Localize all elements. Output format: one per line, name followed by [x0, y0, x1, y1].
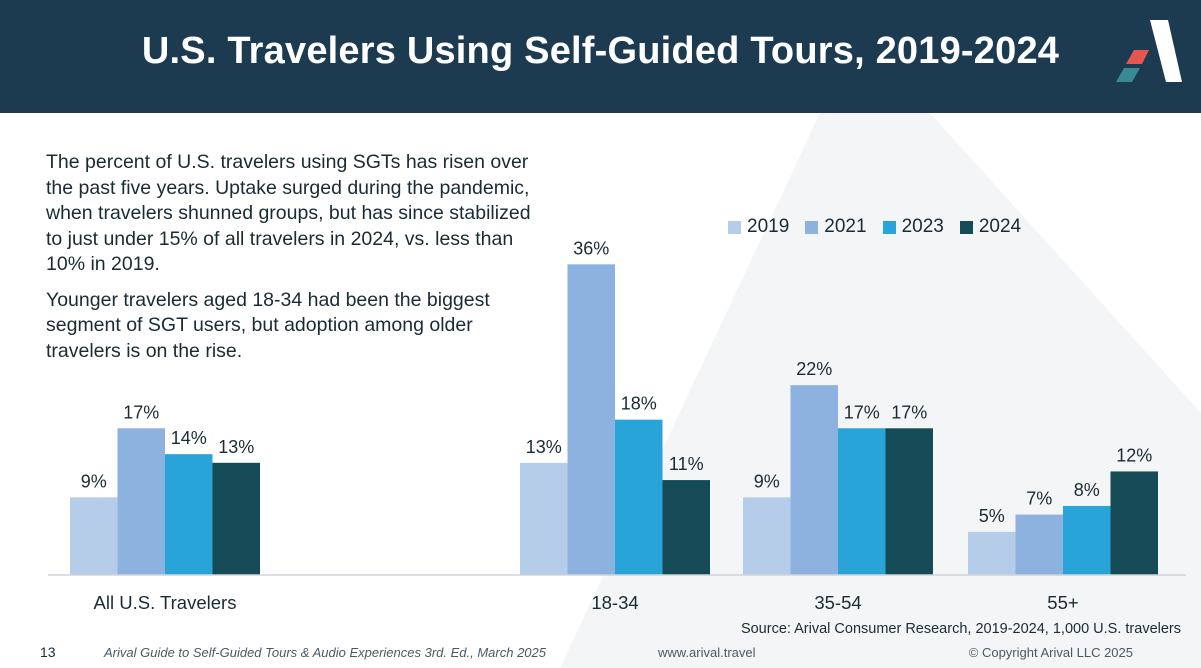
- data-label-35-54-2023: 17%: [844, 402, 880, 422]
- legend-item-2023: 2023: [882, 216, 944, 238]
- bar-18-34-2019: [520, 462, 568, 575]
- bar-55-2024: [1110, 471, 1158, 575]
- bar-55-2023: [1063, 505, 1111, 575]
- data-label-18-34-2019: 13%: [526, 437, 562, 457]
- page-title: U.S. Travelers Using Self-Guided Tours, …: [141, 30, 1060, 72]
- header-bar: U.S. Travelers Using Self-Guided Tours, …: [0, 0, 1201, 113]
- legend-label-2021: 2021: [824, 216, 867, 237]
- legend-swatch-2019: [728, 220, 741, 234]
- bar-all-u-s-travelers-2019: [70, 497, 118, 575]
- intro-text: The percent of U.S. travelers using SGTs…: [46, 150, 536, 374]
- category-label: 35-54: [814, 592, 861, 613]
- data-label-18-34-2023: 18%: [621, 394, 657, 414]
- chart-legend: 2019 2021 2023 2024: [728, 216, 1021, 238]
- legend-item-2021: 2021: [805, 216, 867, 238]
- intro-paragraph-2: Younger travelers aged 18-34 had been th…: [46, 288, 490, 362]
- data-label-all-u-s-travelers-2023: 14%: [171, 428, 207, 448]
- data-label-35-54-2021: 22%: [796, 359, 832, 379]
- bar-18-34-2024: [662, 480, 710, 575]
- data-label-55-2019: 5%: [979, 506, 1005, 526]
- legend-label-2023: 2023: [901, 216, 944, 237]
- category-label: All U.S. Travelers: [94, 592, 237, 613]
- legend-swatch-2024: [959, 220, 973, 234]
- data-label-35-54-2024: 17%: [891, 402, 927, 422]
- legend-label-2024: 2024: [978, 216, 1022, 237]
- bar-all-u-s-travelers-2021: [117, 428, 165, 575]
- page-number: 13: [40, 644, 56, 660]
- bar-all-u-s-travelers-2023: [165, 454, 213, 575]
- data-label-all-u-s-travelers-2024: 13%: [218, 437, 254, 457]
- data-label-18-34-2021: 36%: [573, 238, 609, 258]
- footer-url: www.arival.travel: [658, 645, 756, 660]
- data-label-35-54-2019: 9%: [754, 471, 780, 491]
- legend-swatch-2021: [805, 220, 819, 234]
- bar-all-u-s-travelers-2024: [212, 462, 260, 575]
- data-label-55-2023: 8%: [1074, 480, 1100, 500]
- category-label: 55+: [1047, 592, 1078, 613]
- legend-label-2019: 2019: [747, 216, 790, 237]
- bar-55-2021: [1015, 514, 1063, 575]
- category-label: 18-34: [591, 592, 638, 613]
- data-label-all-u-s-travelers-2021: 17%: [123, 402, 159, 422]
- bar-35-54-2024: [885, 428, 933, 575]
- footer: 13 Arival Guide to Self-Guided Tours & A…: [0, 644, 1201, 668]
- bar-35-54-2021: [790, 385, 838, 575]
- data-label-55-2024: 12%: [1116, 445, 1152, 465]
- arival-logo-icon: [1116, 20, 1182, 82]
- bar-55-2019: [968, 531, 1016, 575]
- bar-18-34-2023: [615, 419, 663, 575]
- bar-35-54-2023: [838, 428, 886, 575]
- legend-item-2019: 2019: [728, 216, 789, 238]
- source-note: Source: Arival Consumer Research, 2019-2…: [740, 621, 1181, 637]
- data-label-55-2021: 7%: [1026, 489, 1052, 509]
- legend-item-2024: 2024: [959, 216, 1022, 238]
- footer-copyright: © Copyright Arival LLC 2025: [968, 645, 1133, 660]
- bar-35-54-2019: [743, 497, 791, 575]
- data-label-18-34-2024: 11%: [669, 454, 704, 474]
- bar-18-34-2021: [567, 264, 615, 575]
- footer-guide-title: Arival Guide to Self-Guided Tours & Audi…: [104, 645, 546, 660]
- data-label-all-u-s-travelers-2019: 9%: [81, 471, 107, 491]
- intro-paragraph-1: The percent of U.S. travelers using SGTs…: [46, 151, 531, 275]
- legend-swatch-2023: [882, 220, 896, 234]
